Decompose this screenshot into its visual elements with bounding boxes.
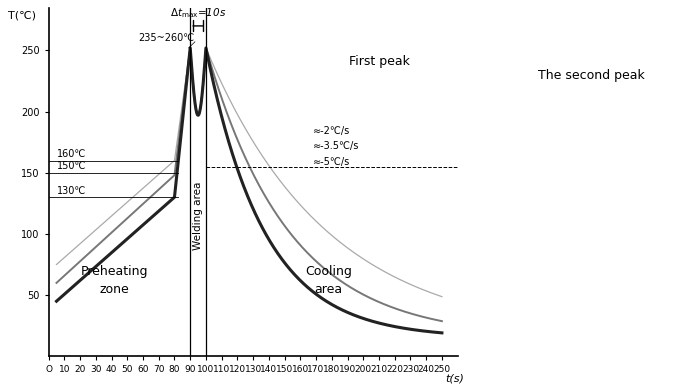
Text: T(℃): T(℃) [8,10,36,20]
Text: ≈-5℃/s: ≈-5℃/s [313,157,350,167]
Text: First peak: First peak [348,55,409,68]
Text: Preheating
zone: Preheating zone [81,265,148,296]
Text: ≈-3.5℃/s: ≈-3.5℃/s [313,142,359,151]
Text: $\Delta t_{\rm max}$=10s: $\Delta t_{\rm max}$=10s [170,6,226,20]
Text: ≈-2℃/s: ≈-2℃/s [313,126,350,136]
Text: 150℃: 150℃ [57,161,86,171]
Text: 130℃: 130℃ [57,186,86,196]
Text: 160℃: 160℃ [57,149,86,159]
Text: 235~260℃: 235~260℃ [139,33,195,43]
Text: t(s): t(s) [445,373,464,383]
Text: The second peak: The second peak [538,69,644,82]
Text: Welding area: Welding area [193,181,203,250]
Text: Cooling
area: Cooling area [305,265,352,296]
